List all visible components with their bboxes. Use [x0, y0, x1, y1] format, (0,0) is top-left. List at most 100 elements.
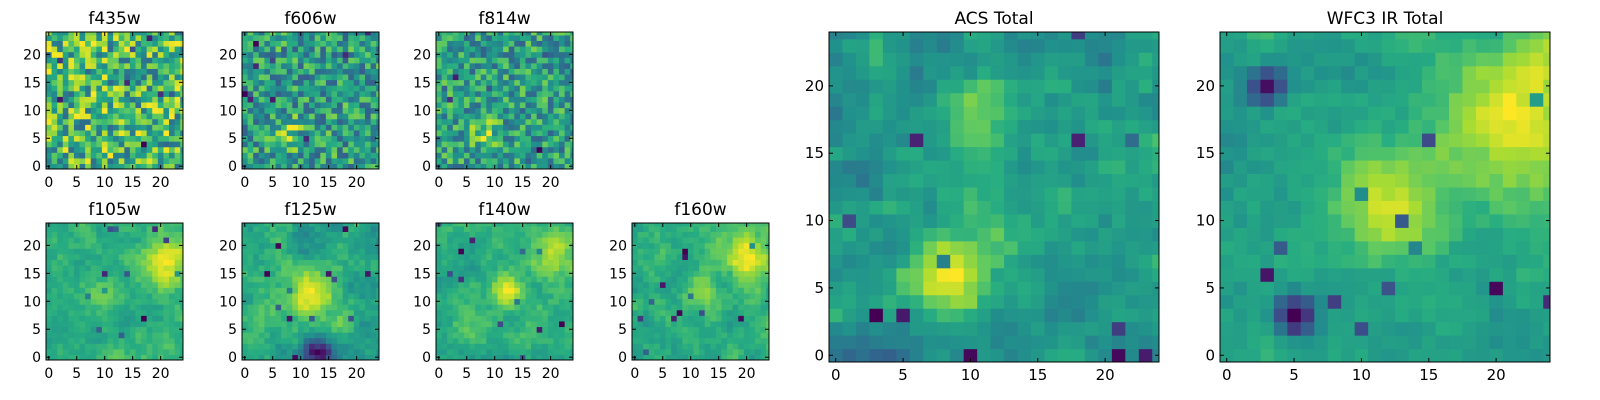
heatmap-cell: [547, 287, 555, 294]
heatmap-cell: [297, 236, 305, 244]
heatmap-cell: [359, 85, 366, 92]
heatmap-cell: [441, 259, 448, 266]
heatmap-cell: [452, 73, 459, 81]
heatmap-cell: [553, 281, 560, 288]
heatmap-cell: [370, 96, 377, 103]
heatmap-cell: [309, 135, 316, 142]
heatmap-cell: [536, 68, 543, 75]
heatmap-cell: [68, 287, 75, 294]
heatmap-cell: [497, 124, 504, 131]
heatmap-cell: [531, 320, 538, 328]
heatmap-cell: [469, 107, 476, 114]
heatmap-cell: [174, 231, 181, 238]
heatmap-cell: [370, 264, 377, 272]
heatmap-cell: [508, 141, 515, 148]
heatmap-cell: [727, 298, 734, 305]
heatmap-cell: [699, 343, 706, 350]
heatmap-cell: [491, 135, 499, 142]
heatmap-cell: [51, 225, 58, 232]
heatmap-cell: [101, 343, 109, 350]
heatmap-cell: [749, 253, 756, 260]
heatmap-cell: [174, 146, 181, 153]
heatmap-cell: [704, 264, 711, 272]
heatmap-cell: [247, 124, 254, 131]
heatmap-cell: [480, 259, 487, 266]
heatmap-cell: [463, 107, 471, 114]
heatmap-cell: [452, 62, 459, 69]
heatmap-cell: [1125, 281, 1140, 296]
heatmap-cell: [320, 57, 327, 64]
heatmap-cell: [342, 292, 349, 300]
heatmap-cell: [458, 276, 465, 283]
heatmap-cell: [242, 259, 249, 266]
heatmap-cell: [1044, 294, 1059, 309]
heatmap-cell: [242, 85, 249, 92]
heatmap-cell: [570, 62, 573, 69]
heatmap-cell: [654, 236, 661, 244]
heatmap-cell: [163, 118, 170, 125]
heatmap-cell: [721, 281, 728, 288]
heatmap-cell: [247, 85, 254, 92]
heatmap-cell: [281, 135, 288, 142]
heatmap-cell: [124, 248, 131, 255]
heatmap-cell: [1084, 321, 1099, 336]
heatmap-cell: [124, 62, 131, 69]
heatmap-cell: [749, 281, 756, 288]
heatmap-cell: [882, 186, 897, 201]
heatmap-cell: [68, 96, 75, 103]
heatmap-cell: [743, 287, 751, 294]
heatmap-cell: [79, 242, 86, 249]
heatmap-cell: [570, 223, 573, 227]
heatmap-cell: [547, 90, 555, 97]
heatmap-cell: [85, 79, 92, 86]
heatmap-cell: [682, 332, 689, 339]
heatmap-cell: [247, 242, 254, 249]
heatmap-cell: [342, 73, 349, 81]
heatmap-cell: [118, 242, 125, 249]
heatmap-cell: [497, 298, 504, 305]
heatmap-cell: [536, 236, 543, 244]
heatmap-cell: [365, 337, 372, 344]
heatmap-cell: [129, 253, 137, 260]
heatmap-cell: [977, 321, 992, 336]
heatmap-cell: [163, 223, 170, 227]
heatmap-cell: [180, 264, 183, 272]
heatmap-cell: [242, 141, 249, 148]
heatmap-cell: [564, 348, 571, 356]
heatmap-cell: [441, 124, 448, 131]
heatmap-cell: [79, 348, 86, 356]
heatmap-cell: [514, 304, 521, 311]
heatmap-cell: [247, 141, 254, 148]
heatmap-cell: [135, 309, 142, 316]
heatmap-cell: [57, 135, 64, 142]
heatmap-cell: [113, 73, 120, 81]
heatmap-cell: [721, 298, 728, 305]
heatmap-cell: [508, 129, 515, 137]
heatmap-cell: [174, 62, 181, 69]
heatmap-cell: [1125, 335, 1140, 350]
heatmap-cell: [486, 101, 493, 109]
heatmap-cell: [269, 118, 277, 125]
heatmap-cell: [715, 309, 723, 316]
heatmap-cell: [710, 276, 717, 283]
heatmap-cell: [542, 40, 549, 47]
heatmap-cell: [107, 141, 114, 148]
heatmap-cell: [950, 173, 965, 188]
heatmap-cell: [258, 298, 265, 305]
heatmap-cell: [637, 315, 644, 322]
heatmap-cell: [253, 332, 260, 339]
heatmap-cell: [531, 337, 538, 344]
y-tick-label: 10: [23, 294, 41, 310]
heatmap-cell: [542, 281, 549, 288]
heatmap-cell: [869, 159, 884, 175]
heatmap-cell: [146, 270, 153, 277]
heatmap-cell: [525, 32, 532, 36]
heatmap-cell: [547, 236, 555, 244]
heatmap-cell: [542, 73, 549, 81]
heatmap-cell: [146, 281, 153, 288]
heatmap-cell: [447, 270, 454, 277]
heatmap-cell: [62, 45, 69, 53]
heatmap-cell: [247, 62, 254, 69]
heatmap-cell: [491, 113, 499, 120]
